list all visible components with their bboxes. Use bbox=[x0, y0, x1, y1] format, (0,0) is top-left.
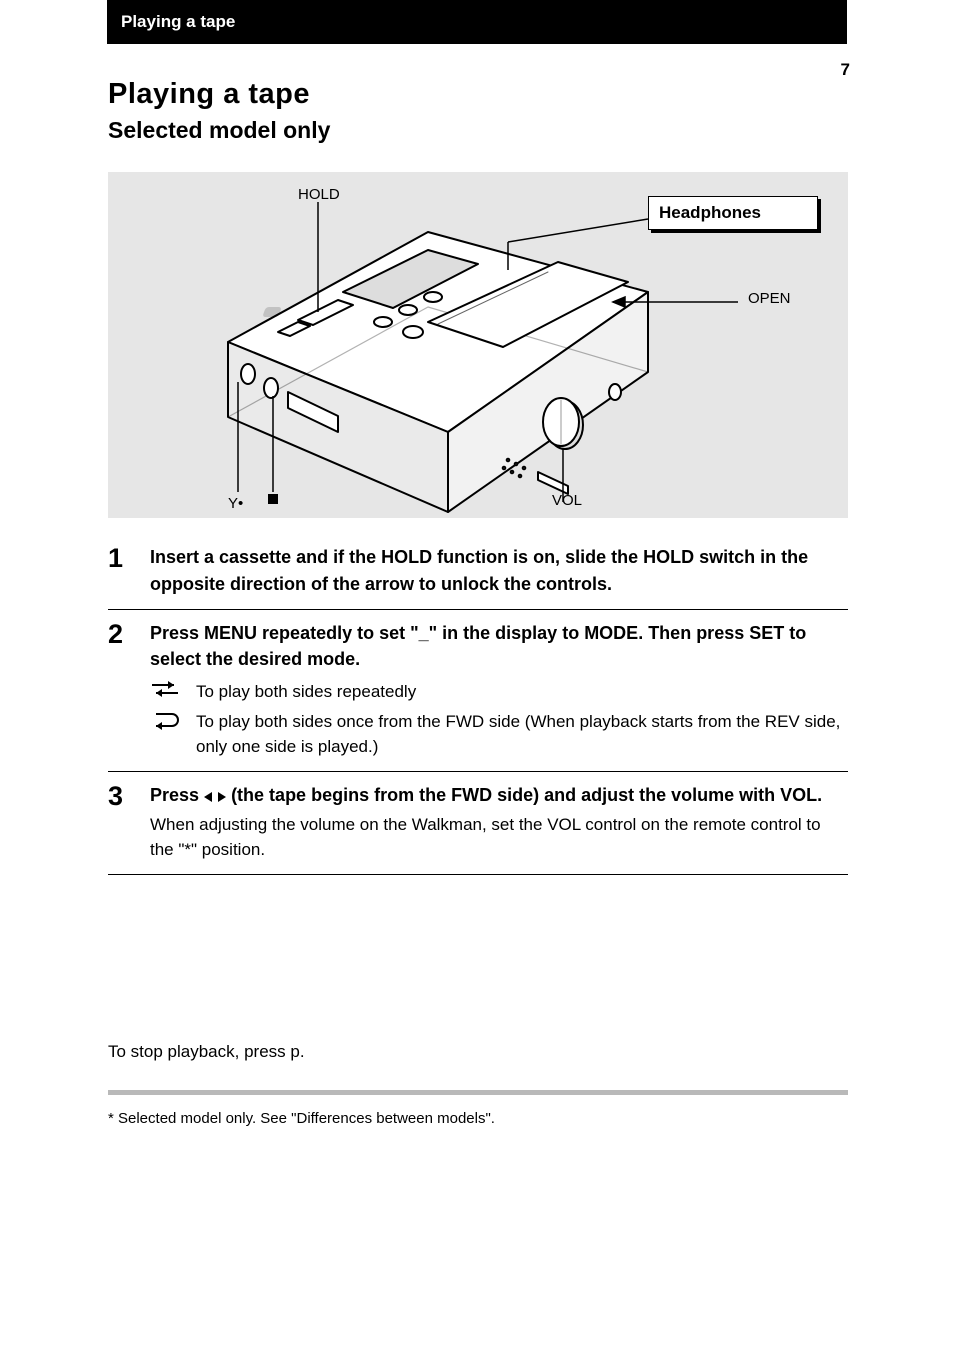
section-divider bbox=[108, 1090, 848, 1095]
repeat-both-icon bbox=[150, 680, 180, 706]
step-3-suffix: (the tape begins from the FWD side) and … bbox=[231, 785, 822, 805]
play-direction-text bbox=[204, 785, 231, 805]
step-number: 3 bbox=[108, 782, 150, 862]
header-bar: Playing a tape bbox=[107, 0, 847, 44]
mode-once-label: To play both sides once from the FWD sid… bbox=[196, 710, 848, 759]
page-title: Playing a tape bbox=[108, 78, 330, 111]
step-1-text: Insert a cassette and if the HOLD functi… bbox=[150, 547, 808, 594]
stop-playback-note: To stop playback, press p. bbox=[108, 1040, 848, 1065]
step-number: 1 bbox=[108, 544, 150, 597]
step-row: 1 Insert a cassette and if the HOLD func… bbox=[108, 544, 848, 609]
hold-label: HOLD bbox=[298, 186, 340, 203]
stop-icon bbox=[268, 494, 278, 504]
step-row: 3 Press (the tape begins from the FWD si… bbox=[108, 771, 848, 875]
header-bar-text: Playing a tape bbox=[107, 0, 847, 44]
headphones-label: Headphones bbox=[659, 203, 761, 222]
page-subtitle: Selected model only bbox=[108, 117, 330, 144]
step-3-sub: When adjusting the volume on the Walkman… bbox=[150, 813, 848, 862]
mode-repeat-label: To play both sides repeatedly bbox=[196, 680, 416, 705]
footnote: * Selected model only. See "Differences … bbox=[108, 1108, 848, 1130]
vol-label: VOL bbox=[552, 492, 582, 509]
headphones-label-box: Headphones bbox=[648, 196, 818, 230]
device-illustration: Y• Headphones OPEN HOLD VOL bbox=[108, 172, 848, 518]
step-2-text: Press MENU repeatedly to set "_" in the … bbox=[150, 620, 848, 672]
step-3-prefix: Press bbox=[150, 785, 204, 805]
repeat-once-icon bbox=[150, 710, 180, 738]
play-direction-icon: Y• bbox=[228, 495, 243, 512]
open-label: OPEN bbox=[748, 290, 791, 307]
step-row: 2 Press MENU repeatedly to set "_" in th… bbox=[108, 609, 848, 771]
page-number: 7 bbox=[841, 60, 850, 80]
step-number: 2 bbox=[108, 620, 150, 759]
steps-section: 1 Insert a cassette and if the HOLD func… bbox=[108, 544, 848, 875]
